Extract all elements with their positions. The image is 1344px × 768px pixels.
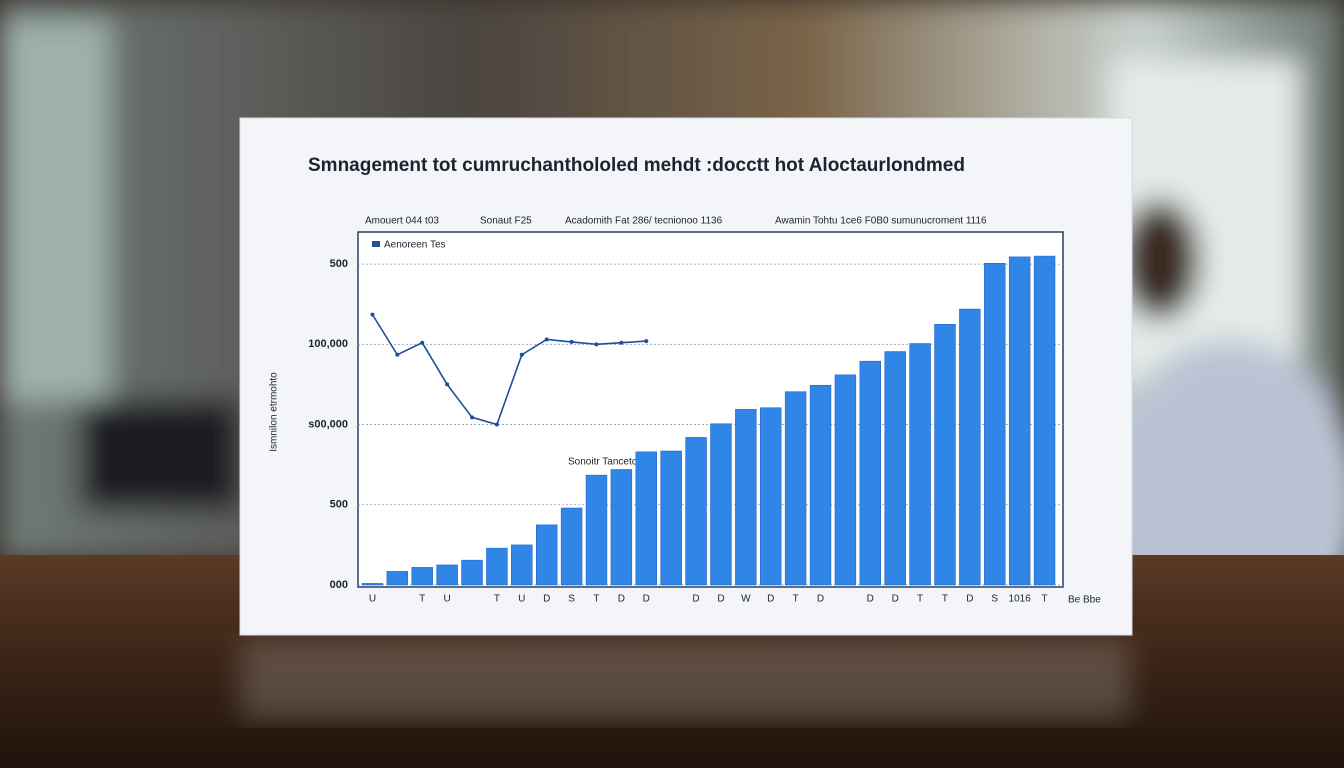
header-label: Amouert 044 t03: [365, 216, 439, 227]
line: [371, 314, 647, 426]
bar: [511, 544, 533, 586]
line-point: [519, 352, 524, 357]
x-tick-label: T: [593, 594, 599, 605]
x-tick-label: U: [518, 594, 525, 605]
line-point: [445, 382, 450, 387]
bar: [760, 407, 782, 586]
bar: [585, 474, 608, 586]
x-tick-label: W: [741, 594, 751, 605]
bar: [884, 351, 906, 586]
bar: [809, 384, 832, 586]
x-tick-label: U: [369, 594, 376, 605]
x-tick-label: T: [942, 594, 948, 605]
x-tick-label: T: [494, 594, 500, 605]
x-tick-label: T: [419, 594, 425, 605]
bar: [1008, 256, 1031, 586]
bar: [834, 374, 857, 586]
line-point: [644, 339, 649, 344]
y-tick-label: 500: [330, 258, 348, 270]
x-tick-label: D: [817, 594, 824, 605]
x-tick-label: D: [643, 594, 650, 605]
y-tick-label: s00,000: [308, 418, 348, 430]
bar: [461, 559, 483, 586]
bar: [1033, 255, 1056, 586]
x-tick-label: D: [543, 594, 550, 605]
bar: [610, 469, 633, 586]
header-label: Sonaut F25: [480, 216, 532, 227]
bar: [735, 409, 757, 586]
line-point: [544, 337, 549, 342]
reflection: [240, 640, 1130, 720]
x-tick-label: U: [444, 594, 451, 605]
legend-swatch: [372, 241, 380, 247]
x-tick-label: T: [793, 594, 799, 605]
bar: [934, 324, 956, 586]
bar: [436, 564, 458, 586]
bar: [784, 391, 807, 586]
bar: [710, 423, 732, 586]
y-tick-label: 500: [330, 499, 348, 511]
bar: [685, 437, 707, 586]
line-point: [395, 352, 400, 357]
x-tick-label: D: [767, 594, 774, 605]
x-tick-label: T: [1041, 594, 1047, 605]
legend-label: Aenoreen Tes: [384, 240, 446, 251]
y-tick-label: 100,000: [308, 338, 348, 350]
x-tick-label: 1016: [1009, 594, 1032, 605]
bar: [486, 547, 508, 586]
bar: [660, 450, 682, 586]
header-label: Awamin Tohtu 1ce6 F0B0 sumunucroment 111…: [775, 216, 987, 227]
bar: [535, 524, 558, 586]
x-tick-label: S: [568, 594, 575, 605]
bar: [984, 263, 1006, 586]
chart-title: Smnagement tot cumruchanthololed mehdt :…: [308, 155, 965, 176]
bar: [560, 507, 583, 586]
y-tick-label: 000: [330, 579, 348, 591]
line-point: [619, 340, 624, 345]
annotation: Sonoitr Tancetow: [568, 457, 645, 468]
bar: [859, 360, 882, 586]
line-point: [470, 415, 475, 420]
line-point: [370, 312, 375, 317]
x-end-label: Be Bbe: [1068, 595, 1101, 606]
y-axis-label: Ismnilon etrmohto: [269, 372, 280, 452]
x-tick-label: D: [717, 594, 724, 605]
x-tick-label: D: [892, 594, 899, 605]
line-point: [420, 340, 425, 345]
bar: [386, 571, 409, 586]
x-tick-label: S: [991, 594, 998, 605]
x-tick-label: D: [966, 594, 973, 605]
x-tick-label: D: [692, 594, 699, 605]
x-tick-label: D: [618, 594, 625, 605]
line-point: [494, 422, 499, 427]
x-tick-label: D: [867, 594, 874, 605]
bar: [909, 343, 931, 586]
bar: [635, 451, 657, 586]
x-tick-label: T: [917, 594, 923, 605]
bar: [411, 567, 433, 586]
bar: [959, 308, 981, 586]
header-label: Acadomith Fat 286/ tecnionoo 1136: [565, 216, 723, 227]
bar: [361, 583, 384, 586]
line-point: [594, 342, 599, 347]
line-point: [569, 339, 574, 344]
